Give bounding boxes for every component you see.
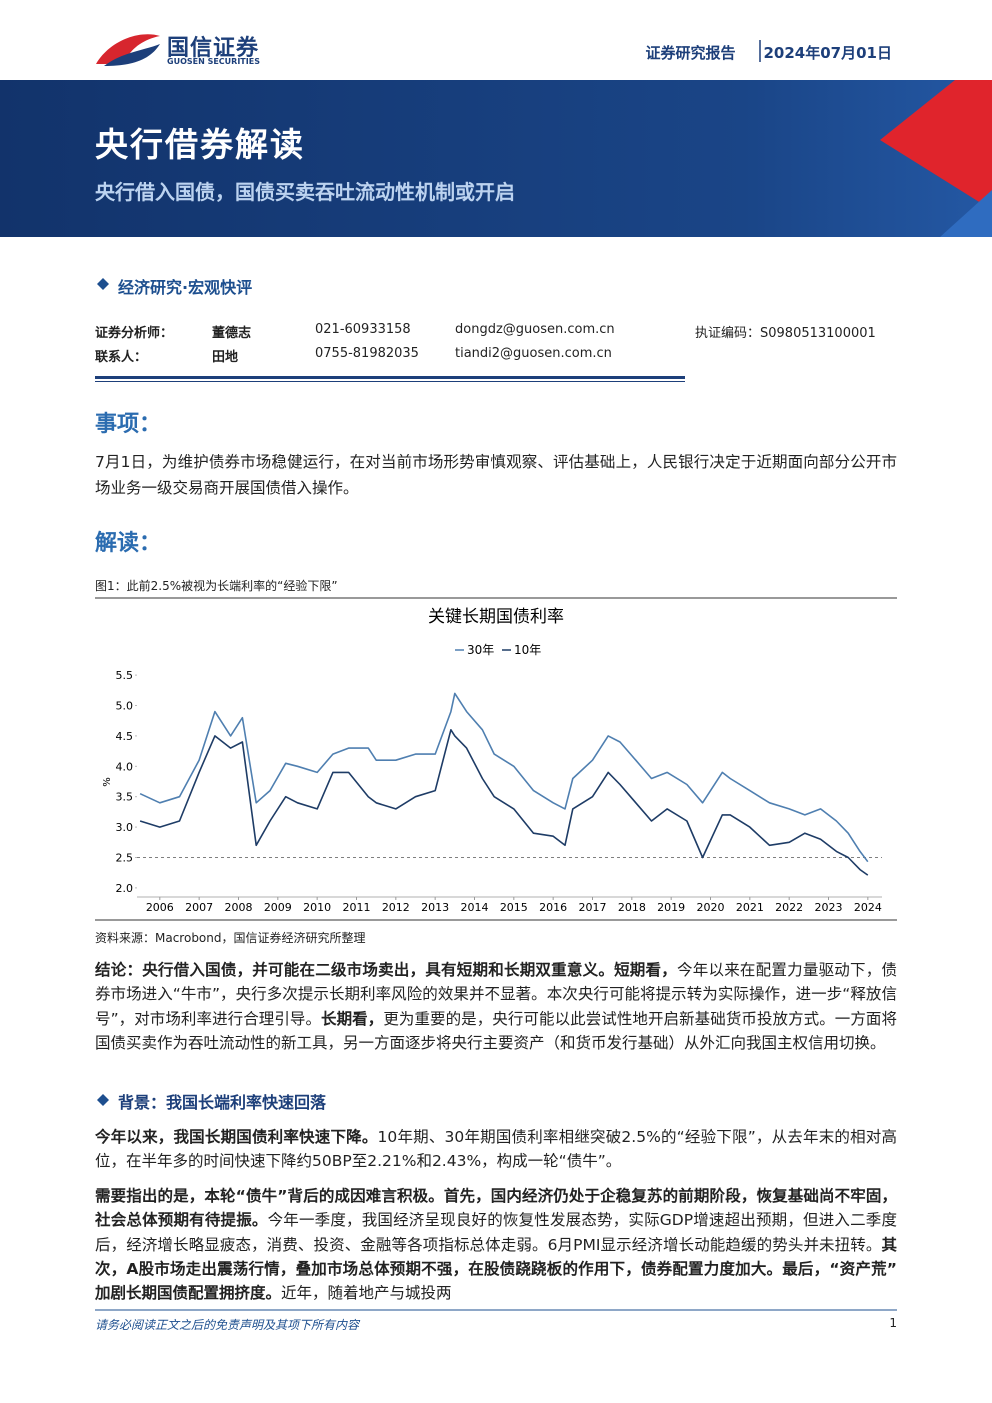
y-tick-label: 3.5 — [116, 791, 134, 804]
x-tick-label: 2011 — [342, 901, 370, 914]
contact-cell: 执证编码：S0980513100001 — [695, 326, 876, 341]
text-run: 近年，随着地产与城投两 — [281, 1284, 452, 1303]
x-tick-label: 2016 — [539, 901, 567, 914]
contact-cell: tiandi2@guosen.com.cn — [455, 346, 612, 361]
contact-cell: 董德志 — [212, 326, 252, 341]
section-heading: 背景：我国长端利率快速回落 — [118, 1093, 327, 1112]
text-run: 今年以来，我国长期国债利率快速下降。 — [95, 1128, 378, 1146]
text-run: 其次，A股市场走出震荡行情，叠加市场总体预期不强，在股债跷跷板的作用下，债券配置… — [95, 1235, 897, 1303]
x-tick-label: 2024 — [854, 901, 882, 914]
x-tick-label: 2022 — [775, 901, 803, 914]
banner-red — [880, 80, 992, 210]
heading: 解读： — [95, 531, 162, 556]
rule — [95, 381, 685, 382]
text-run: 今年一季度，我国经济呈现良好的恢复性发展态势，实际GDP增速超出预期，但进入二季… — [95, 1211, 897, 1254]
y-tick-label: 2.5 — [116, 851, 134, 864]
contact-cell: 021-60933158 — [315, 322, 411, 337]
report-date: 2024年07月01日 — [763, 44, 893, 62]
y-tick-label: 2.0 — [116, 882, 134, 895]
text-run: 今年以来在配置力量驱动下，债券市场进入“牛市”，央行多次提示长期利率风险的效果并… — [95, 961, 897, 1028]
report-type: 证券研究报告 — [645, 44, 736, 62]
brand-en: GUOSEN SECURITIES — [167, 57, 260, 66]
paragraph: 7月1日，为维护债券市场稳健运行，在对当前市场形势审慎观察、评估基础上，人民银行… — [95, 453, 897, 497]
diamond — [97, 1094, 109, 1106]
series-line — [139, 692, 869, 863]
series-line — [139, 729, 869, 876]
y-tick-label: 3.0 — [116, 821, 134, 834]
x-tick-label: 2017 — [578, 901, 606, 914]
y-tick-label: 4.5 — [116, 730, 134, 743]
x-tick-label: 2009 — [264, 901, 292, 914]
paragraph: 结论：央行借入国债，并可能在二级市场卖出，具有短期和长期双重意义。短期看，今年以… — [95, 958, 897, 1055]
logo-red — [96, 34, 160, 64]
x-tick-label: 2010 — [303, 901, 331, 914]
logo-blue — [104, 44, 160, 66]
y-tick-label: 5.0 — [116, 700, 134, 713]
diamond — [97, 278, 109, 290]
x-tick-label: 2014 — [460, 901, 488, 914]
page-number: 1 — [889, 1316, 897, 1330]
x-tick-label: 2021 — [736, 901, 764, 914]
paragraph: 需要指出的是，本轮“债牛”背后的成因难言积极。首先，国内经济仍处于企稳复苏的前期… — [95, 1184, 897, 1305]
category: 经济研究·宏观快评 — [118, 278, 253, 297]
legend-label: 10年 — [514, 643, 541, 657]
paragraph: 今年以来，我国长期国债利率快速下降。10年期、30年期国债利率相继突破2.5%的… — [95, 1125, 897, 1174]
text-run: 10年期、30年期国债利率相继突破2.5%的“经验下限”，从去年末的相对高位，在… — [95, 1128, 897, 1171]
text-run: 结论：央行借入国债，并可能在二级市场卖出，具有短期和长期双重意义。短期看， — [95, 961, 677, 979]
x-tick-label: 2019 — [657, 901, 685, 914]
legend-label: 30年 — [467, 643, 494, 657]
x-tick-label: 2008 — [224, 901, 252, 914]
x-tick-label: 2013 — [421, 901, 449, 914]
y-tick-label: 4.0 — [116, 760, 134, 773]
report-info: 证券研究报告 2024年07月01日 — [645, 42, 892, 63]
banner — [0, 80, 992, 237]
x-tick-label: 2012 — [382, 901, 410, 914]
banner-accent — [940, 190, 992, 237]
disclaimer: 请务必阅读正文之后的免责声明及其项下所有内容 — [95, 1318, 360, 1332]
x-tick-label: 2015 — [500, 901, 528, 914]
contact-cell: 证券分析师： — [95, 326, 174, 341]
x-tick-label: 2020 — [697, 901, 725, 914]
contact-cell: 田地 — [212, 350, 239, 365]
text-run: 更为重要的是，央行可能以此尝试性地开启新基础货币投放方式。一方面将国债买卖作为吞… — [95, 1009, 897, 1052]
text-run: 长期看， — [321, 1009, 384, 1028]
x-tick-label: 2006 — [146, 901, 174, 914]
contact-cell: dongdz@guosen.com.cn — [455, 322, 615, 337]
x-tick-label: 2007 — [185, 901, 213, 914]
text-run: 需要指出的是，本轮“债牛”背后的成因难言积极。首先，国内经济仍处于企稳复苏的前期… — [95, 1187, 897, 1230]
brand: 国信证券 — [167, 36, 260, 61]
y-tick-label: 5.5 — [116, 669, 134, 682]
x-tick-label: 2023 — [815, 901, 843, 914]
figure-caption: 图1：此前2.5%被视为长端利率的“经验下限” — [95, 579, 338, 593]
contact-cell: 0755-81982035 — [315, 346, 419, 361]
y-axis-label: % — [102, 777, 113, 787]
chart: 关键长期国债利率 30年 10年% 2.0 2.5 3.0 3.5 4.0 4.5 5.0 5.5 2… — [102, 607, 882, 914]
figure-source: 资料来源：Macrobond，国信证券经济研究所整理 — [95, 931, 366, 945]
heading: 事项： — [95, 412, 162, 437]
chart-title: 关键长期国债利率 — [428, 607, 564, 627]
rule — [95, 376, 685, 379]
contact-cell: 联系人： — [95, 350, 148, 365]
title: 央行借券解读 — [95, 125, 305, 164]
x-tick-label: 2018 — [618, 901, 646, 914]
subtitle: 央行借入国债，国债买卖吞吐流动性机制或开启 — [95, 180, 515, 204]
